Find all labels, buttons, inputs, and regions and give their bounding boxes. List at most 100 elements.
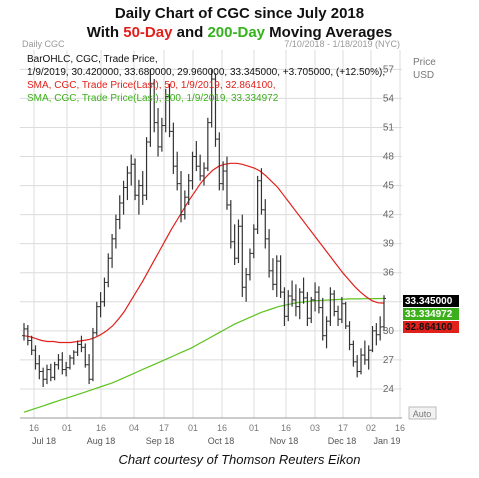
ohlc-bar (198, 154, 203, 181)
ohlc-bar (125, 166, 130, 201)
sma200-layer (23, 297, 385, 413)
sma50-tag: 32.864100 (403, 321, 459, 333)
ohlc-bar (117, 195, 122, 230)
chart-caption: Chart courtesy of Thomson Reuters Eikon (118, 452, 361, 467)
subtitle-part: With (86, 24, 124, 41)
ohlc-bar (355, 355, 360, 378)
ohlc-bar (297, 288, 302, 320)
ohlc-bar (121, 180, 126, 215)
sma200-tag-value: 33.334972 (405, 309, 453, 320)
ohlc-bar (90, 327, 95, 382)
ohlc-bar (224, 156, 229, 210)
ohlc-bar (44, 364, 49, 385)
x-day-label: 16 (29, 423, 39, 433)
ohlc-bar (274, 255, 279, 297)
auto-button[interactable] (408, 406, 437, 420)
ohlc-bar (194, 141, 199, 172)
ohlc-bar (205, 117, 210, 172)
ohlc-bar (293, 284, 298, 317)
ohlc-bar (359, 348, 364, 375)
x-day-label: 16 (96, 423, 106, 433)
ohlc-bar (255, 175, 260, 234)
ohlc-bar (309, 296, 314, 324)
x-day-label: 02 (366, 423, 376, 433)
sma50-tag-bg (403, 321, 459, 333)
ohlc-bar (64, 361, 69, 377)
ohlc-bar (113, 214, 118, 249)
ohlc-bar (52, 361, 57, 381)
ohlc-bar (129, 154, 134, 186)
ohlc-bar (156, 108, 161, 157)
x-month-label: Dec 18 (328, 436, 357, 446)
last-price-tag-value: 33.345000 (405, 296, 453, 307)
ohlc-bar (382, 295, 386, 332)
ohlc-bar (270, 258, 275, 291)
ohlc-bar (167, 83, 172, 138)
ohlc-bar (282, 287, 287, 326)
ohlc-bar (179, 171, 184, 223)
ohlc-bar (202, 162, 206, 186)
ohlc-bar (209, 69, 214, 128)
ohlc-bar (175, 151, 180, 191)
ohlc-bar (374, 323, 379, 346)
ohlc-bar (140, 171, 145, 205)
ohlc-bar (182, 190, 187, 220)
grid (20, 50, 402, 418)
ohlc-bar (98, 292, 103, 318)
ohlc-bar (301, 277, 306, 304)
x-month-label: Jul 18 (32, 436, 56, 446)
ohlc-bar (278, 255, 283, 298)
price-axis-label: Price (413, 57, 436, 68)
ohlc-bar (244, 267, 249, 302)
ohlc-bar (159, 117, 164, 152)
ohlc-bar (251, 224, 256, 259)
ohlc-bar (106, 253, 111, 288)
ohlc-bar (60, 352, 65, 375)
ohlc-bar (232, 224, 237, 265)
x-axis: 16 01 16 04 17 01 16 01 16 03 17 02 16 Jul 18 Aug 18 Se… (29, 423, 405, 446)
x-day-label: 01 (62, 423, 72, 433)
subtitle-200day: 200-Day (207, 24, 266, 41)
y-tick-label: 57 (383, 64, 395, 75)
x-day-label: 01 (249, 423, 259, 433)
ohlc-bar (305, 292, 310, 326)
ohlc-bar (75, 340, 80, 357)
ohlc-bar (79, 335, 84, 353)
last-price-tag: 33.345000 (403, 295, 459, 307)
ohlc-bar (259, 168, 264, 215)
ohlc-bar (22, 323, 26, 341)
ohlc-bar (37, 355, 42, 380)
y-tick-label: 27 (383, 355, 395, 366)
last-price-tag-bg (403, 295, 459, 307)
chart-title: Daily Chart of CGC since July 2018 (114, 5, 365, 22)
y-tick-label: 36 (383, 268, 395, 279)
ohlc-bar (190, 151, 195, 190)
auto-button-label: Auto (413, 409, 432, 419)
header-symbol: Daily CGC (22, 40, 65, 49)
y-tick-label: 30 (383, 326, 395, 337)
y-tick-label: 51 (383, 122, 395, 133)
ohlc-bar (362, 340, 367, 365)
ohlc-bar (217, 132, 222, 191)
ohlc-bar (221, 161, 226, 191)
x-day-label: 17 (159, 423, 169, 433)
ohlc-bar (171, 122, 176, 174)
ohlc-bar (67, 355, 72, 370)
x-day-label: 04 (129, 423, 139, 433)
ohlc-bar (313, 282, 318, 312)
ohlc-bar (29, 335, 34, 356)
ohlc-bar (148, 69, 153, 147)
ohlc-bar (267, 229, 272, 278)
ohlc-bar (370, 326, 375, 353)
y-tick-label: 45 (383, 181, 395, 192)
x-month-label: Sep 18 (146, 436, 175, 446)
ohlc-bar (228, 200, 233, 249)
x-month-label: Nov 18 (270, 436, 299, 446)
ohlc-bar (213, 73, 218, 147)
legend-ohlc-line1: BarOHLC, CGC, Trade Price, (27, 54, 158, 65)
y-axis: 24 27 30 36 39 42 45 48 51 54 57 (20, 64, 402, 419)
y-tick-label: 54 (383, 93, 395, 104)
y-tick-label: 24 (383, 384, 395, 395)
x-day-label: 16 (395, 423, 405, 433)
ohlc-bar (378, 316, 383, 341)
